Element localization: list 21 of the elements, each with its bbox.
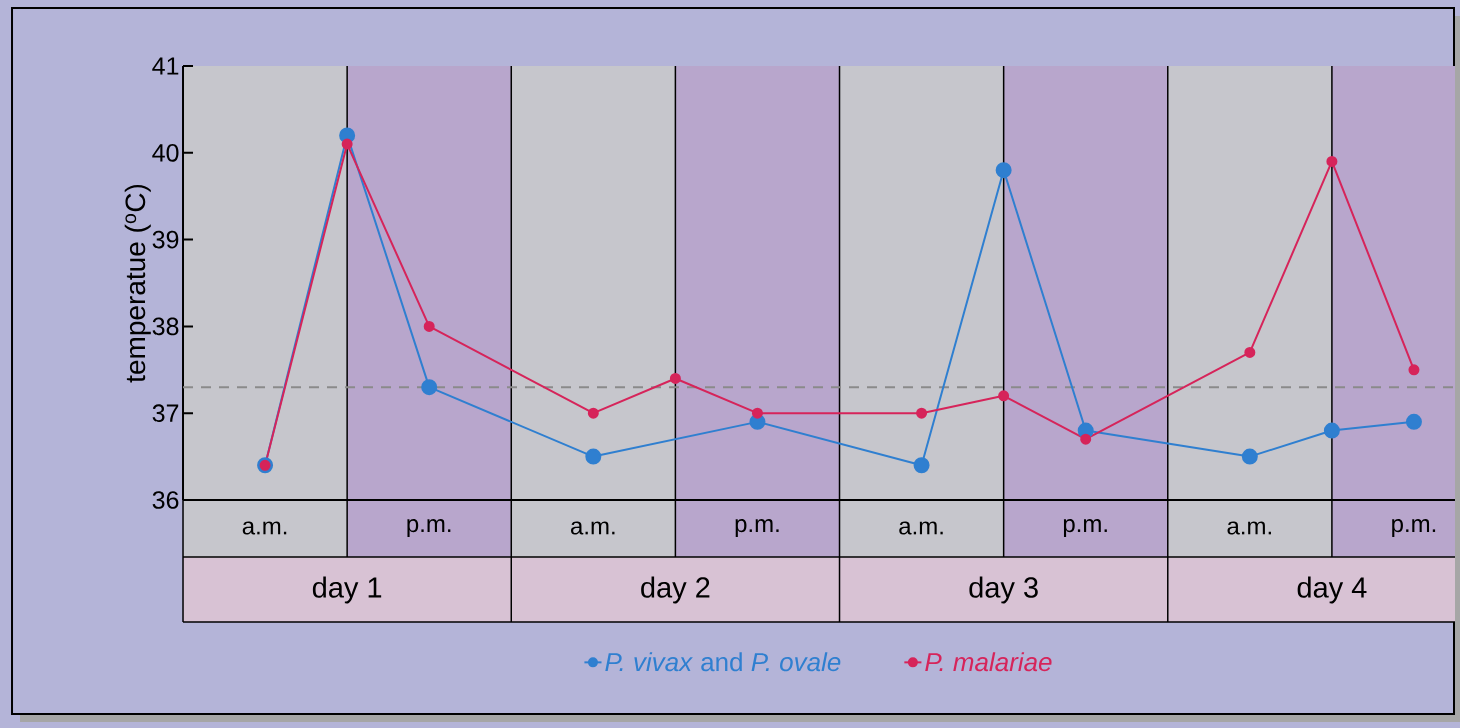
x-tick-label: a.m.	[571, 521, 615, 535]
x-tick-label: p.m.	[1063, 519, 1107, 537]
y-tick-label: 36	[152, 491, 179, 509]
x-tick-label: a.m.	[242, 521, 287, 535]
x-tick-label: p.m.	[407, 519, 451, 537]
legend-label: P. vivax and P. ovale	[605, 652, 841, 672]
y-tick-label: 37	[152, 404, 179, 423]
x-tick-label: a.m.	[899, 521, 943, 535]
x-tick-label: p.m.	[1392, 519, 1436, 537]
y-tick-label: 39	[152, 230, 179, 249]
text: day 4	[1297, 576, 1367, 604]
y-tick-label: 40	[152, 143, 179, 162]
text: day 1	[312, 576, 382, 604]
x-tick-label: a.m.	[1227, 521, 1271, 535]
text: day 3	[969, 576, 1038, 604]
y-tick-label: 41	[152, 57, 179, 75]
y-axis-title: temperatue ($^{o}$C)	[124, 184, 151, 383]
y-tick-label: 38	[152, 317, 179, 336]
x-tick-label: p.m.	[735, 519, 779, 537]
legend-label: P. malariae	[925, 652, 1052, 672]
text: day 2	[641, 576, 710, 604]
